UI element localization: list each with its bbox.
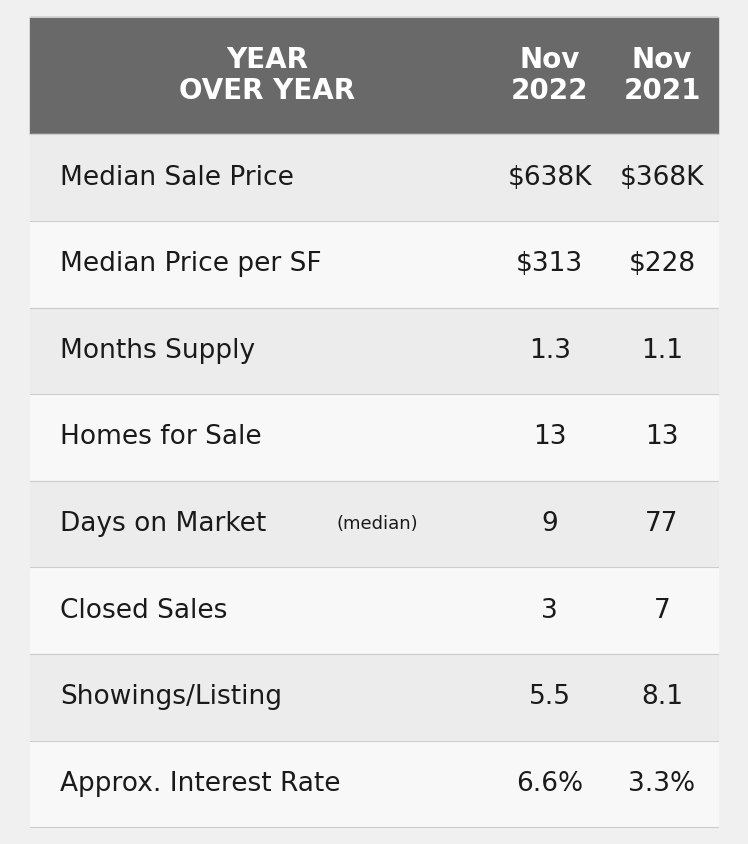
Text: 8.1: 8.1 xyxy=(641,684,683,711)
Bar xyxy=(30,481,718,567)
Text: 1.1: 1.1 xyxy=(641,338,683,364)
Bar xyxy=(30,394,718,481)
Bar xyxy=(30,740,718,827)
Bar xyxy=(30,134,718,221)
Text: 3.3%: 3.3% xyxy=(628,771,696,797)
Text: Nov
2021: Nov 2021 xyxy=(623,46,701,106)
Text: 13: 13 xyxy=(646,425,678,451)
Text: 1.3: 1.3 xyxy=(529,338,571,364)
Text: 7: 7 xyxy=(654,598,670,624)
Text: Median Sale Price: Median Sale Price xyxy=(60,165,294,191)
Text: $228: $228 xyxy=(628,252,696,278)
Bar xyxy=(30,17,718,134)
Text: Months Supply: Months Supply xyxy=(60,338,255,364)
Bar xyxy=(30,654,718,740)
Text: 6.6%: 6.6% xyxy=(516,771,583,797)
Text: 3: 3 xyxy=(542,598,558,624)
Text: YEAR
OVER YEAR: YEAR OVER YEAR xyxy=(180,46,355,106)
Text: $368K: $368K xyxy=(620,165,704,191)
Text: 13: 13 xyxy=(533,425,566,451)
Bar xyxy=(30,307,718,394)
Text: Median Price per SF: Median Price per SF xyxy=(60,252,322,278)
Text: Days on Market: Days on Market xyxy=(60,511,275,537)
Text: 77: 77 xyxy=(646,511,678,537)
Text: Showings/Listing: Showings/Listing xyxy=(60,684,282,711)
Text: $638K: $638K xyxy=(508,165,592,191)
Bar xyxy=(30,221,718,307)
Text: Homes for Sale: Homes for Sale xyxy=(60,425,262,451)
Text: Nov
2022: Nov 2022 xyxy=(511,46,589,106)
Text: Approx. Interest Rate: Approx. Interest Rate xyxy=(60,771,340,797)
Bar xyxy=(30,567,718,654)
Text: $313: $313 xyxy=(516,252,583,278)
Text: 9: 9 xyxy=(542,511,558,537)
Text: Closed Sales: Closed Sales xyxy=(60,598,227,624)
Text: (median): (median) xyxy=(337,515,418,533)
Text: 5.5: 5.5 xyxy=(529,684,571,711)
